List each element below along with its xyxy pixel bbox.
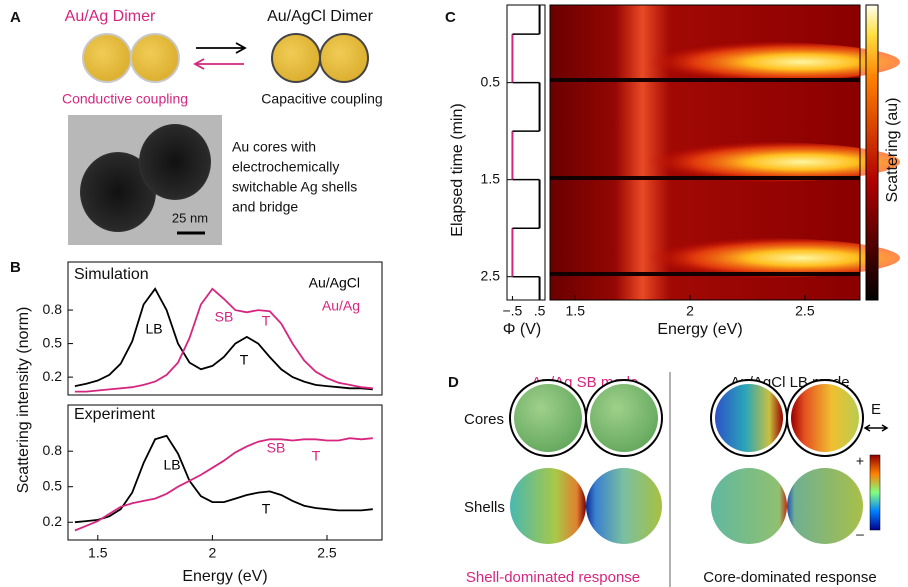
y-axis-label: Scattering intensity (norm)	[15, 307, 32, 494]
panel-label: B	[10, 259, 21, 276]
particle	[130, 33, 180, 83]
colorbar-label: +	[856, 453, 864, 469]
annotation: T	[262, 501, 271, 517]
annotation: T	[312, 448, 321, 464]
series-line	[74, 287, 373, 391]
colorbar	[865, 4, 879, 301]
panel-a: A Au/Ag Dimer Au/AgCl Dimer Conductive c…	[10, 8, 383, 245]
panel-label: C	[445, 9, 456, 26]
series-line	[74, 434, 373, 524]
particle	[271, 33, 321, 83]
legend-entry: Au/Ag	[322, 298, 360, 314]
y-tick-label: 0.8	[43, 442, 63, 458]
x-tick-label: 2.5	[317, 545, 337, 561]
panel-label: D	[448, 374, 459, 391]
core	[590, 384, 658, 452]
y-tick-label: 0.5	[43, 334, 63, 350]
caption: Shell-dominated response	[466, 569, 640, 586]
y-axis-label: Elapsed time (min)	[449, 103, 466, 236]
x-axis-label: Φ (V)	[503, 321, 542, 338]
x-tick-label: 1.5	[88, 545, 108, 561]
panel-b: B Scattering intensity (norm) Energy (eV…	[10, 259, 268, 585]
phi-frame	[506, 4, 546, 301]
core	[514, 384, 582, 452]
row-label: Cores	[464, 411, 504, 428]
field-arrow	[863, 424, 889, 432]
description: and bridge	[232, 199, 298, 215]
shell	[586, 468, 662, 544]
panel-d: D Au/Ag SB mode Au/AgCl LB mode Cores Sh…	[448, 372, 889, 587]
heatmap-feature	[620, 142, 900, 182]
x-tick-label: 2	[208, 545, 216, 561]
plot-frame	[67, 404, 383, 541]
x-tick-label: −.5	[502, 303, 522, 319]
annotation: SB	[215, 309, 234, 325]
x-tick-label: 1.5	[566, 303, 586, 319]
scale-bar-label: 25 nm	[172, 210, 208, 225]
colorbar-label: –	[856, 526, 864, 542]
x-tick-label: 2	[686, 303, 694, 319]
heatmap-feature	[550, 78, 860, 82]
annotation: LB	[145, 321, 162, 337]
heatmap-frame	[549, 4, 861, 301]
particle	[319, 33, 369, 83]
colorbar-label: Scattering (au)	[884, 98, 901, 203]
core	[715, 384, 783, 452]
x-axis-label: Energy (eV)	[657, 321, 742, 338]
y-tick-label: 0.5	[43, 477, 63, 493]
shell	[510, 468, 586, 544]
description: electrochemically	[232, 159, 339, 175]
y-tick-label: 0.5	[481, 73, 501, 89]
dimer-title: Au/AgCl Dimer	[267, 8, 373, 25]
y-tick-label: 1.5	[481, 170, 501, 186]
y-tick-label: 0.2	[43, 513, 63, 529]
annotation: LB	[163, 457, 180, 473]
x-tick-label: .5	[534, 303, 546, 319]
annotation: T	[262, 313, 271, 329]
tem-particle	[80, 152, 156, 232]
arrow	[193, 58, 244, 70]
y-tick-label: 2.5	[481, 267, 501, 283]
tem-particle	[139, 124, 211, 200]
plot-frame	[67, 261, 383, 396]
row-label: Shells	[464, 499, 505, 516]
caption: Conductive coupling	[62, 91, 188, 107]
annotation: SB	[267, 440, 286, 456]
caption: Core-dominated response	[703, 569, 876, 586]
description: Au cores with	[232, 139, 316, 155]
shell	[711, 468, 787, 544]
core	[791, 384, 859, 452]
annotation: T	[240, 352, 249, 368]
x-tick-label: 2.5	[795, 303, 815, 319]
caption: Capacitive coupling	[261, 91, 382, 107]
panel-label: A	[10, 9, 21, 26]
heatmap-feature	[620, 238, 900, 278]
heatmap-feature	[550, 176, 860, 180]
y-tick-label: 0.2	[43, 368, 63, 384]
series-line	[74, 287, 373, 393]
shell	[787, 468, 863, 544]
arrow	[196, 42, 247, 54]
plot-title: Simulation	[74, 266, 149, 283]
panel-c: C Elapsed time (min) Scattering (au) Φ (…	[445, 4, 901, 338]
series-line	[74, 437, 373, 532]
colorbar	[869, 454, 881, 531]
heatmap-feature	[620, 42, 900, 82]
plot-title: Experiment	[74, 406, 155, 423]
field-label: E	[871, 401, 881, 418]
description: switchable Ag shells	[232, 179, 357, 195]
heatmap-feature	[550, 272, 860, 276]
particle	[82, 33, 132, 83]
dimer-title: Au/Ag Dimer	[65, 8, 156, 25]
y-tick-label: 0.8	[43, 301, 63, 317]
legend-entry: Au/AgCl	[309, 275, 360, 291]
x-axis-label: Energy (eV)	[182, 568, 267, 585]
